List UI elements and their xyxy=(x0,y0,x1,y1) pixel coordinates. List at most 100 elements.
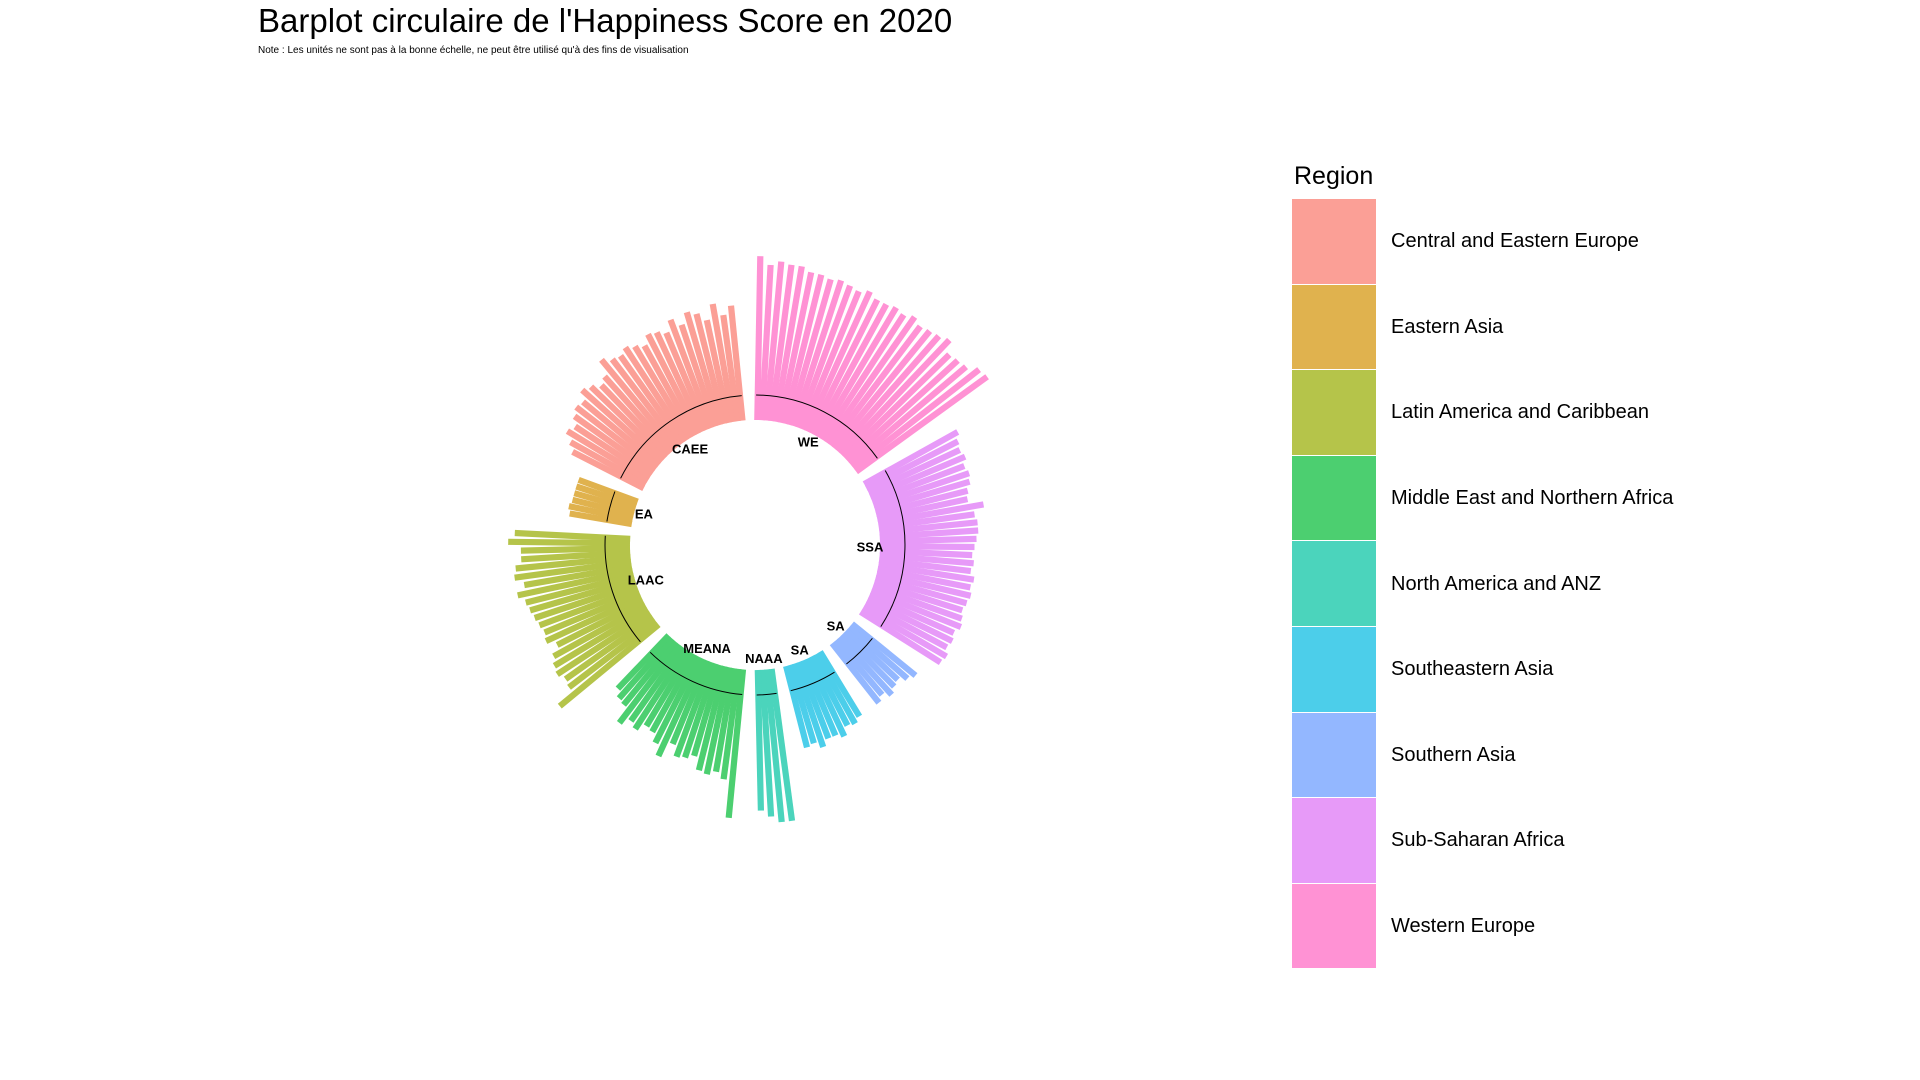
bar xyxy=(616,636,675,701)
legend-item: Southern Asia xyxy=(1292,712,1673,799)
bar xyxy=(571,449,646,491)
bar xyxy=(555,610,653,677)
bar xyxy=(874,575,968,607)
bar xyxy=(573,423,653,479)
bar xyxy=(617,354,686,445)
legend-item: Central and Eastern Europe xyxy=(1292,199,1673,285)
bar xyxy=(879,535,977,545)
bar xyxy=(861,605,949,660)
legend: Region Central and Eastern Europe Eastern… xyxy=(1292,162,1673,970)
bar xyxy=(763,261,785,421)
bar xyxy=(871,584,963,622)
bar xyxy=(854,374,989,475)
bar xyxy=(837,635,894,697)
bar xyxy=(653,331,706,433)
bar xyxy=(805,656,848,738)
bar xyxy=(691,664,724,757)
bar xyxy=(695,665,728,771)
group-label: NAAA xyxy=(745,651,783,666)
bar xyxy=(867,447,962,496)
chart-subtitle: Note : Les unités ne sont pas à la bonne… xyxy=(258,45,689,56)
bar xyxy=(514,529,631,542)
bar xyxy=(655,657,706,758)
legend-item: Sub-Saharan Africa xyxy=(1292,798,1673,884)
bar xyxy=(758,264,774,421)
bar xyxy=(792,662,827,748)
bar xyxy=(850,621,918,678)
bar xyxy=(879,527,979,540)
bar xyxy=(568,503,634,523)
bar xyxy=(863,601,949,651)
bar xyxy=(878,511,975,531)
bar xyxy=(851,367,982,471)
bar xyxy=(669,659,711,746)
bar xyxy=(866,596,954,644)
group-label: SA xyxy=(827,618,846,633)
group-labels-layer: WE SSA SA SA NAAA MEANA LAAC EA CAEE xyxy=(628,435,884,667)
bar xyxy=(709,303,737,423)
bar xyxy=(569,439,648,487)
bar xyxy=(809,654,851,727)
bar xyxy=(869,588,963,630)
bar xyxy=(602,374,675,454)
bar xyxy=(517,567,634,599)
bar xyxy=(838,337,952,457)
bar xyxy=(879,543,975,551)
bar xyxy=(616,642,682,725)
bar xyxy=(552,606,650,669)
bar xyxy=(557,622,661,709)
legend-item: Southeastern Asia xyxy=(1292,626,1673,713)
bar xyxy=(569,510,633,528)
bar xyxy=(555,598,645,648)
legend-rows: Central and Eastern Europe Eastern Asia La… xyxy=(1292,199,1673,970)
legend-label: Eastern Asia xyxy=(1391,315,1504,338)
bar xyxy=(879,552,974,567)
bar xyxy=(878,556,972,575)
bar xyxy=(868,592,956,636)
bar xyxy=(678,323,719,428)
bar xyxy=(803,290,873,433)
bar xyxy=(858,609,943,666)
legend-swatch xyxy=(1292,712,1376,799)
bar xyxy=(515,554,631,572)
bar xyxy=(768,264,795,422)
bar xyxy=(868,453,967,500)
bar xyxy=(580,387,664,464)
bar xyxy=(874,478,971,513)
bar xyxy=(727,305,746,421)
chart-title: Barplot circulaire de l'Happiness Score … xyxy=(258,2,953,39)
bar xyxy=(652,655,702,745)
bar xyxy=(864,438,960,491)
bar xyxy=(683,311,723,426)
group-arc xyxy=(620,395,742,479)
bar xyxy=(521,549,631,563)
legend-item: North America and ANZ xyxy=(1292,541,1673,627)
bar xyxy=(621,639,678,707)
bar xyxy=(574,404,658,472)
bar xyxy=(833,638,885,697)
bar xyxy=(525,572,635,606)
bar xyxy=(508,538,631,547)
group-arc xyxy=(756,692,777,696)
bar xyxy=(552,602,648,660)
bar xyxy=(862,429,960,487)
bar xyxy=(529,576,636,614)
legend-label: Western Europe xyxy=(1391,915,1536,938)
legend-swatch xyxy=(1292,455,1376,542)
bar xyxy=(712,667,737,773)
group-label: MEANA xyxy=(683,641,731,656)
legend-item: Western Europe xyxy=(1292,883,1673,970)
legend-label: Latin America and Caribbean xyxy=(1391,401,1649,424)
bar xyxy=(599,357,678,451)
legend-label: Sub-Saharan Africa xyxy=(1391,829,1565,852)
legend-item: Latin America and Caribbean xyxy=(1292,370,1673,456)
bar xyxy=(800,658,839,737)
bar xyxy=(682,662,719,759)
group-label: WE xyxy=(798,435,819,450)
bar xyxy=(641,344,698,438)
bar xyxy=(879,547,973,559)
bar xyxy=(796,660,832,740)
bar xyxy=(879,519,978,536)
group-arc xyxy=(604,535,641,643)
bar xyxy=(754,256,764,421)
